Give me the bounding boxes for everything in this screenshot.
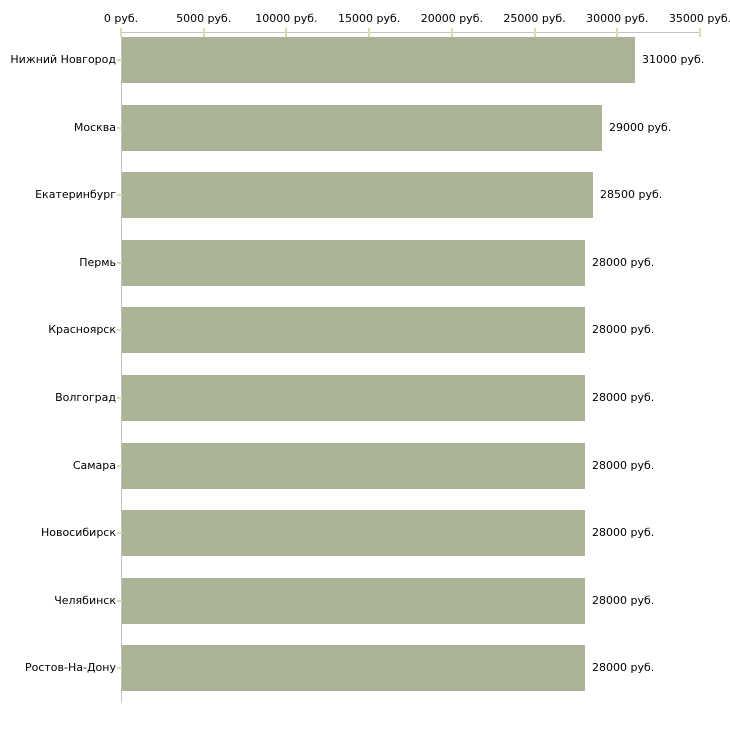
x-axis-tick-label: 25000 руб.	[503, 12, 566, 25]
x-axis-tick-mark	[533, 28, 536, 37]
x-axis-tick-mark	[120, 28, 122, 37]
value-label: 28000 руб.	[592, 255, 655, 269]
x-axis-line	[121, 32, 701, 33]
category-tick-mark	[117, 59, 122, 61]
value-label: 28000 руб.	[592, 458, 655, 472]
category-tick-mark	[117, 126, 122, 129]
x-axis-tick-label: 10000 руб.	[255, 12, 318, 25]
bar	[122, 510, 585, 557]
value-label: 28000 руб.	[592, 593, 655, 607]
category-label: Нижний Новгород	[10, 53, 116, 66]
x-axis-tick-label: 15000 руб.	[338, 12, 401, 25]
value-label: 28500 руб.	[600, 188, 663, 202]
value-label: 28000 руб.	[592, 661, 655, 675]
bar	[122, 577, 585, 624]
x-axis-tick-mark	[285, 28, 288, 37]
x-axis-tick-label: 30000 руб.	[586, 12, 649, 25]
category-label: Новосибирск	[40, 526, 116, 540]
value-label: 28000 руб.	[592, 526, 655, 540]
bar	[122, 645, 585, 692]
value-label: 31000 руб.	[642, 53, 705, 66]
value-label: 29000 руб.	[609, 120, 672, 134]
category-tick-mark	[117, 464, 122, 467]
y-axis-line	[121, 32, 122, 702]
category-tick-mark	[117, 397, 122, 399]
bar	[122, 307, 585, 354]
x-axis-tick-label: 5000 руб.	[176, 12, 232, 25]
bar	[122, 239, 585, 286]
value-label: 28000 руб.	[592, 391, 655, 404]
category-label: Екатеринбург	[35, 188, 116, 202]
x-axis-tick-mark	[616, 28, 619, 37]
bar	[122, 442, 585, 489]
x-axis-tick-mark	[699, 28, 701, 37]
category-label: Пермь	[79, 255, 116, 269]
category-label: Красноярск	[48, 323, 116, 337]
bar	[122, 375, 585, 421]
category-tick-mark	[117, 194, 122, 197]
category-tick-mark	[117, 532, 122, 535]
bar	[122, 37, 635, 83]
x-axis-tick-mark	[368, 28, 371, 37]
category-tick-mark	[117, 667, 122, 670]
bar	[122, 104, 602, 151]
category-tick-mark	[117, 599, 122, 602]
category-label: Челябинск	[54, 593, 116, 607]
category-label: Ростов-На-Дону	[24, 661, 116, 675]
x-axis-tick-label: 0 руб.	[103, 12, 139, 25]
bar	[122, 172, 593, 219]
x-axis-tick-label: 35000 руб.	[668, 12, 730, 25]
x-axis-tick-mark	[450, 28, 453, 37]
x-axis-tick-mark	[202, 28, 205, 37]
category-tick-mark	[117, 261, 122, 264]
x-axis-tick-label: 20000 руб.	[420, 12, 483, 25]
category-label: Москва	[73, 120, 116, 134]
value-label: 28000 руб.	[592, 323, 655, 337]
category-label: Самара	[72, 458, 116, 472]
category-label: Волгоград	[55, 391, 116, 404]
category-tick-mark	[117, 329, 122, 332]
